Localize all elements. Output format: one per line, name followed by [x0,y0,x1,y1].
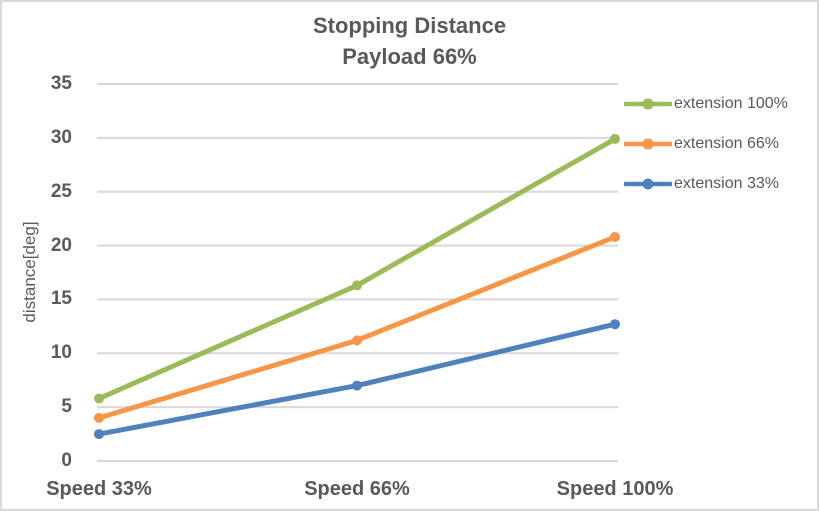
legend-item-label: extension 100% [674,95,788,112]
legend-marker-icon [624,178,672,190]
chart-title-line2: Payload 66% [342,44,477,69]
y-tick-label: 35 [50,73,72,94]
y-tick-label: 0 [61,450,72,471]
y-tick-label: 20 [50,234,72,256]
data-point-marker [352,280,362,291]
legend-item-0: extension 100% [624,93,788,115]
legend-item-1: extension 66% [624,133,779,155]
data-point-marker [94,412,104,423]
series-line-1 [96,234,618,421]
data-point-marker [94,429,104,440]
data-point-marker [610,319,620,330]
y-tick-label: 30 [50,126,72,148]
x-tick-label: Speed 100% [556,478,674,500]
data-point-marker [352,335,362,346]
y-tick-label: 25 [50,180,72,202]
data-point-marker [610,133,620,144]
legend-item-label: extension 33% [674,175,779,192]
legend-item-label: extension 66% [674,135,779,152]
legend-item-2: extension 33% [624,173,779,195]
x-tick-label: Speed 66% [304,478,410,500]
y-tick-label: 15 [50,288,72,310]
legend-marker-icon [624,138,672,150]
data-point-marker [352,380,362,391]
y-tick-label: 10 [50,342,72,364]
data-point-marker [610,231,620,242]
chart-title-line1: Stopping Distance [312,13,507,38]
data-point-marker [94,393,104,404]
y-tick-label: 5 [61,396,72,418]
legend-marker-icon [624,98,672,110]
chart-title: Stopping Distance Payload 66% [2,10,817,72]
x-tick-label: Speed 33% [46,478,152,500]
